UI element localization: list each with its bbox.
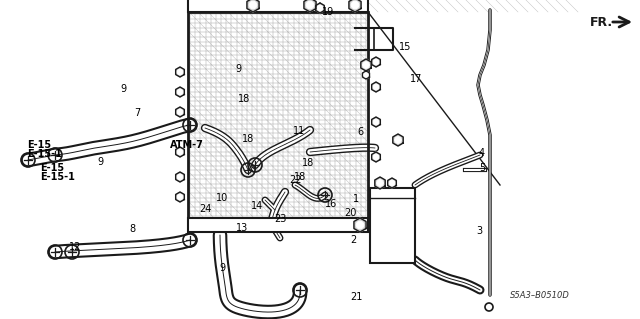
Polygon shape [175, 147, 184, 157]
Text: 8: 8 [129, 224, 136, 234]
Text: E-15-1: E-15-1 [27, 149, 61, 159]
Polygon shape [372, 57, 380, 67]
Text: 2: 2 [351, 235, 357, 245]
Text: 18: 18 [242, 134, 254, 144]
Polygon shape [304, 0, 316, 12]
Text: FR.: FR. [590, 16, 613, 28]
Circle shape [373, 84, 379, 90]
Text: 13: 13 [236, 223, 248, 233]
Polygon shape [361, 59, 371, 71]
Circle shape [351, 1, 359, 9]
Text: 9: 9 [236, 63, 242, 74]
Polygon shape [247, 0, 259, 12]
Circle shape [395, 137, 401, 143]
Text: 10: 10 [216, 193, 228, 203]
Text: 3: 3 [477, 226, 483, 236]
Text: S5A3–B0510D: S5A3–B0510D [510, 292, 570, 300]
Circle shape [389, 180, 395, 186]
Text: 15: 15 [399, 42, 411, 52]
Text: 9: 9 [120, 84, 127, 94]
Text: 18: 18 [294, 172, 307, 182]
Circle shape [363, 62, 369, 68]
Text: 9: 9 [219, 263, 225, 273]
Circle shape [364, 73, 368, 77]
Polygon shape [349, 0, 361, 12]
Polygon shape [175, 172, 184, 182]
Text: 7: 7 [134, 108, 141, 118]
Polygon shape [175, 107, 184, 117]
Bar [188, 0, 368, 12]
Polygon shape [375, 177, 385, 189]
Circle shape [377, 180, 383, 186]
Text: 16: 16 [325, 198, 337, 209]
Text: 12: 12 [69, 242, 81, 252]
Text: E-15: E-15 [40, 163, 64, 174]
Text: 18: 18 [302, 158, 314, 168]
Bar [188, 12, 368, 218]
Bar [370, 188, 415, 263]
Circle shape [177, 174, 183, 180]
Circle shape [373, 154, 379, 160]
Polygon shape [372, 152, 380, 162]
Text: 19: 19 [322, 7, 334, 17]
Text: 24: 24 [200, 204, 212, 214]
Circle shape [249, 1, 257, 9]
Text: 23: 23 [274, 214, 286, 225]
Text: 14: 14 [251, 201, 263, 211]
Circle shape [356, 221, 364, 229]
Bar [188, 218, 368, 232]
Polygon shape [362, 71, 369, 79]
Polygon shape [388, 178, 396, 188]
Text: ATM-7: ATM-7 [170, 140, 204, 150]
Text: 9: 9 [97, 157, 104, 167]
Circle shape [177, 89, 183, 95]
Text: 17: 17 [410, 74, 422, 84]
Polygon shape [316, 3, 324, 13]
Circle shape [177, 69, 183, 75]
Text: 6: 6 [357, 127, 364, 137]
Circle shape [177, 194, 183, 200]
Text: 11: 11 [293, 126, 305, 136]
Circle shape [317, 5, 323, 11]
Polygon shape [354, 218, 366, 232]
Circle shape [177, 109, 183, 115]
Polygon shape [372, 82, 380, 92]
Text: 18: 18 [238, 94, 250, 104]
Text: 20: 20 [344, 208, 356, 218]
Polygon shape [393, 134, 403, 146]
Polygon shape [372, 117, 380, 127]
Polygon shape [175, 192, 184, 202]
Circle shape [177, 149, 183, 155]
Text: 4: 4 [479, 148, 485, 158]
Circle shape [373, 59, 379, 65]
Text: 1: 1 [353, 194, 360, 204]
Circle shape [306, 1, 314, 9]
Text: 5: 5 [479, 163, 485, 174]
Text: E-15-1: E-15-1 [40, 172, 74, 182]
Text: E-15: E-15 [27, 140, 51, 150]
Polygon shape [175, 87, 184, 97]
Text: 22: 22 [289, 175, 302, 185]
Polygon shape [175, 67, 184, 77]
Circle shape [373, 119, 379, 125]
Text: 21: 21 [351, 292, 363, 302]
